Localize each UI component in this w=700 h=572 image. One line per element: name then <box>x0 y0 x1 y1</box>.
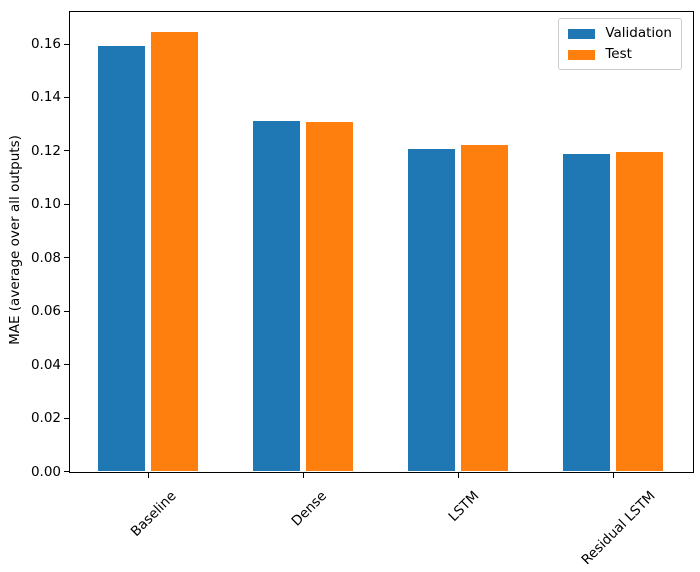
y-tick-label-0.10: 0.10 <box>30 196 61 213</box>
y-tick-mark-0.02 <box>64 417 69 419</box>
legend-label-test: Test <box>605 46 632 62</box>
x-tick-label-lstm: LSTM <box>445 487 483 525</box>
bar-test-dense <box>305 121 353 472</box>
bar-validation-lstm <box>408 149 456 472</box>
y-tick-mark-0.06 <box>64 310 69 312</box>
legend: Validation Test <box>558 18 682 70</box>
y-tick-mark-0.16 <box>64 43 69 45</box>
legend-swatch-validation <box>568 28 596 39</box>
x-tick-mark-dense <box>302 472 304 478</box>
x-tick-mark-residual-lstm <box>612 472 614 478</box>
y-tick-label-0.08: 0.08 <box>30 249 61 266</box>
legend-label-validation: Validation <box>605 25 672 41</box>
y-tick-label-0.00: 0.00 <box>30 463 61 480</box>
legend-item-validation: Validation <box>568 25 672 42</box>
y-tick-mark-0.00 <box>64 471 69 472</box>
y-tick-mark-0.14 <box>64 96 69 98</box>
bar-validation-dense <box>253 120 301 472</box>
y-tick-label-0.04: 0.04 <box>30 356 61 373</box>
plot-area: 0.00 0.02 0.04 0.06 0.08 0.10 0.12 0.14 0.16 Base… <box>31 11 694 568</box>
bar-test-residual-lstm <box>615 151 663 472</box>
x-tick-label-residual-lstm: Residual LSTM <box>578 487 659 568</box>
y-tick-mark-0.04 <box>64 364 69 366</box>
legend-swatch-test <box>568 49 596 60</box>
y-tick-label-0.16: 0.16 <box>30 36 61 53</box>
bar-validation-residual-lstm <box>563 154 611 472</box>
bar-validation-baseline <box>98 46 146 472</box>
y-tick-label-0.12: 0.12 <box>30 142 61 159</box>
x-tick-mark-lstm <box>457 472 459 478</box>
y-tick-label-0.14: 0.14 <box>30 89 61 106</box>
y-axis-label: MAE (average over all outputs) <box>7 135 23 345</box>
x-tick-label-dense: Dense <box>288 487 330 529</box>
bar-test-baseline <box>150 32 198 472</box>
y-tick-mark-0.08 <box>64 257 69 259</box>
y-tick-label-0.06: 0.06 <box>30 303 61 320</box>
bar-test-lstm <box>460 145 508 472</box>
y-tick-mark-0.12 <box>64 150 69 152</box>
y-tick-mark-0.10 <box>64 203 69 205</box>
x-tick-mark-baseline <box>147 472 149 478</box>
x-tick-label-baseline: Baseline <box>127 487 180 540</box>
legend-item-test: Test <box>568 46 672 63</box>
y-tick-label-0.02: 0.02 <box>30 410 61 427</box>
